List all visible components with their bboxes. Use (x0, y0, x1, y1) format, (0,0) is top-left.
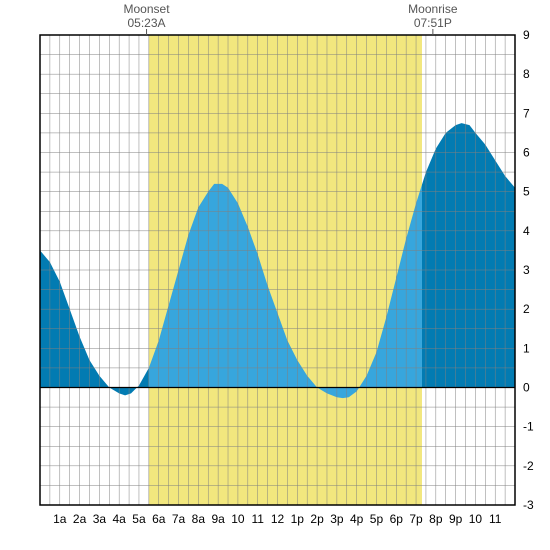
y-tick-label: 9 (523, 28, 530, 42)
x-tick-label: 5p (370, 512, 384, 526)
y-tick-label: 2 (523, 302, 530, 316)
x-tick-label: 3p (330, 512, 344, 526)
y-tick-label: -3 (523, 498, 534, 512)
x-tick-label: 10 (469, 512, 483, 526)
chart-svg: -3-2-101234567891a2a3a4a5a6a7a8a9a101112… (0, 0, 550, 550)
moon-event-time: 07:51P (414, 16, 452, 30)
y-tick-label: 4 (523, 224, 530, 238)
x-tick-label: 8p (429, 512, 443, 526)
x-tick-label: 1p (291, 512, 305, 526)
y-tick-label: 1 (523, 341, 530, 355)
x-tick-label: 4p (350, 512, 364, 526)
x-tick-label: 2p (310, 512, 324, 526)
y-tick-label: 8 (523, 67, 530, 81)
x-tick-label: 6p (390, 512, 404, 526)
y-tick-label: 0 (523, 381, 530, 395)
x-tick-label: 11 (251, 512, 264, 526)
x-tick-label: 7a (172, 512, 186, 526)
x-tick-label: 10 (231, 512, 245, 526)
x-tick-label: 4a (112, 512, 126, 526)
y-tick-label: 5 (523, 185, 530, 199)
x-tick-label: 11 (489, 512, 502, 526)
y-tick-label: 6 (523, 146, 530, 160)
moon-event-name: Moonset (124, 2, 171, 16)
tide-chart: -3-2-101234567891a2a3a4a5a6a7a8a9a101112… (0, 0, 550, 550)
x-tick-label: 1a (53, 512, 67, 526)
x-tick-label: 7p (409, 512, 423, 526)
x-tick-label: 2a (73, 512, 87, 526)
x-tick-label: 9p (449, 512, 463, 526)
y-tick-label: 7 (523, 106, 530, 120)
y-tick-label: 3 (523, 263, 530, 277)
x-tick-label: 6a (152, 512, 166, 526)
x-tick-label: 12 (271, 512, 285, 526)
x-tick-label: 8a (192, 512, 206, 526)
x-tick-label: 5a (132, 512, 146, 526)
y-tick-label: -1 (523, 420, 534, 434)
y-tick-label: -2 (523, 459, 534, 473)
moon-event-name: Moonrise (408, 2, 458, 16)
moon-event-time: 05:23A (128, 16, 166, 30)
x-tick-label: 9a (211, 512, 225, 526)
x-tick-label: 3a (93, 512, 107, 526)
